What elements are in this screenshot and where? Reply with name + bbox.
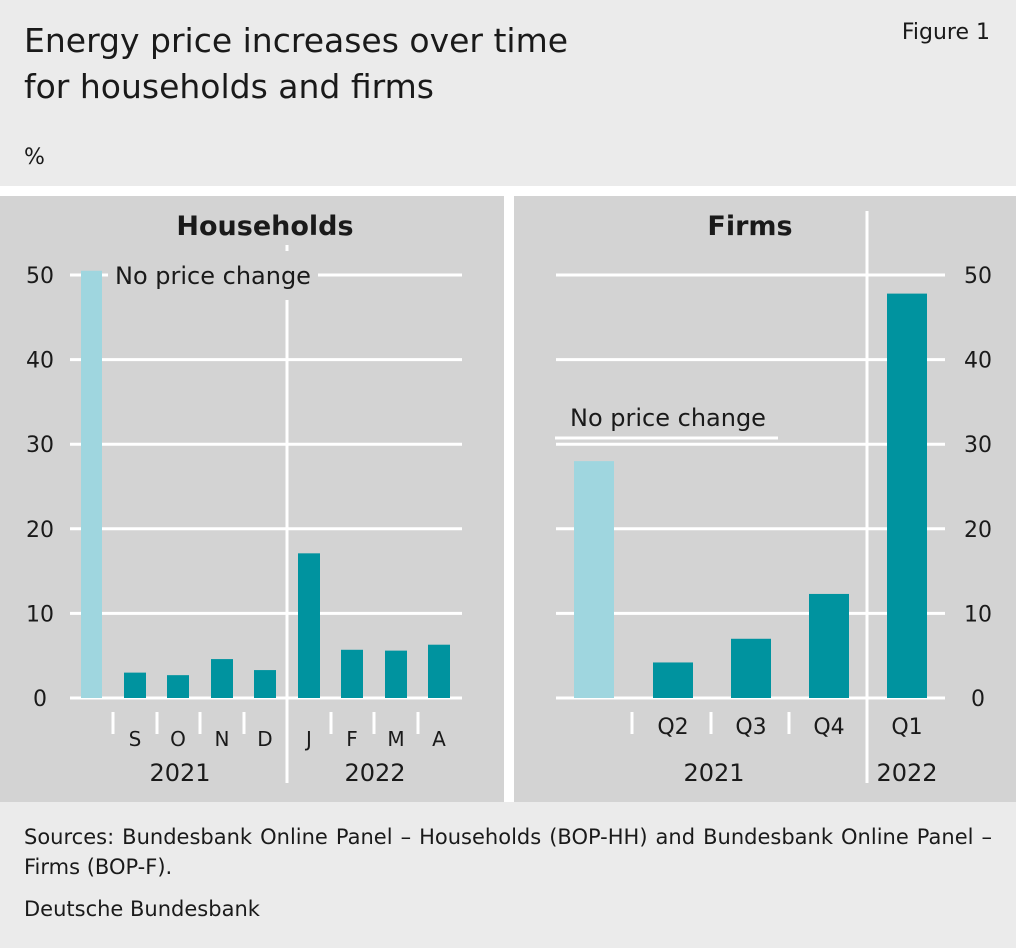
y-tick-label: 20 [964,518,992,543]
x-tick-label: D [257,727,272,751]
panel-title: Firms [707,211,792,242]
y-tick-label: 40 [964,349,992,374]
y-tick-label: 10 [26,602,54,627]
year-label: 2021 [683,759,744,787]
y-tick-label: 10 [964,602,992,627]
x-tick-label: N [215,727,230,751]
bar-no-price-change [81,270,102,698]
panel-title: Households [176,211,353,242]
y-tick-label: 40 [26,349,54,374]
chart-title-line2: for households and firms [24,67,434,106]
bar-no-price-change [574,461,614,698]
bar-N [211,659,233,698]
sources-note: Sources: Bundesbank Online Panel – House… [24,825,992,879]
annotation-no-price-change: No price change [115,262,311,290]
bar-Q1 [887,293,927,698]
y-tick-label: 50 [26,264,54,289]
x-tick-label: F [346,727,358,751]
x-tick-label: S [129,727,142,751]
y-tick-label: 0 [971,687,985,712]
bar-D [254,670,276,698]
year-label: 2021 [149,759,210,787]
bar-Q4 [809,593,849,698]
x-tick-label: O [170,727,186,751]
y-tick-label: 30 [964,433,992,458]
bar-A [428,644,450,698]
x-tick-label: Q2 [657,715,688,740]
x-tick-label: Q1 [891,715,922,740]
x-tick-label: A [432,727,446,751]
bar-O [167,675,189,698]
chart-title: Energy price increases over time for hou… [24,18,724,110]
bar-F [341,649,363,698]
chart-title-line1: Energy price increases over time [24,21,569,60]
bar-Q2 [653,662,693,698]
x-tick-label: J [304,727,312,751]
x-tick-label: Q4 [813,715,844,740]
bar-J [298,553,320,698]
year-label: 2022 [344,759,405,787]
y-tick-label: 0 [33,687,47,712]
chart-area: Households 0 10 20 30 40 50 No price change S O N D… [0,186,1016,802]
footer: Sources: Bundesbank Online Panel – House… [24,822,992,924]
chart-svg: Households 0 10 20 30 40 50 No price change S O N D… [0,196,1016,802]
bar-M [385,650,407,698]
bar-Q3 [731,638,771,698]
y-tick-label: 30 [26,433,54,458]
figure-label: Figure 1 [901,20,990,45]
unit-label: % [24,145,45,170]
x-tick-label: Q3 [735,715,766,740]
year-label: 2022 [876,759,937,787]
publisher: Deutsche Bundesbank [24,897,260,921]
y-tick-label: 50 [964,264,992,289]
annotation-no-price-change: No price change [570,404,766,432]
y-tick-label: 20 [26,518,54,543]
x-tick-label: M [387,727,404,751]
bar-S [124,672,146,698]
